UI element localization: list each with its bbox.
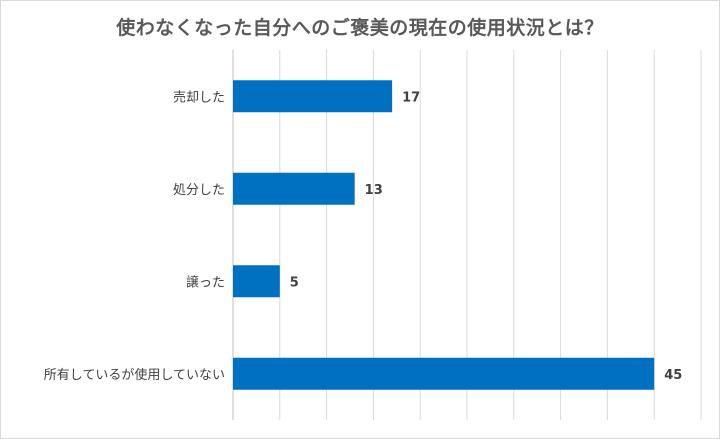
- value-label: 17: [402, 90, 420, 105]
- bar: [233, 357, 655, 390]
- category-label: 処分した: [173, 183, 225, 198]
- category-label: 売却した: [173, 89, 225, 105]
- value-label: 13: [365, 183, 383, 198]
- value-label: 45: [664, 368, 682, 383]
- chart-title: 使わなくなった自分へのご褒美の現在の使用状況とは？: [116, 17, 604, 39]
- bar: [233, 80, 393, 113]
- value-labels: 17 13 5 45: [290, 90, 682, 383]
- category-label: 所有しているが使用していない: [44, 367, 225, 383]
- bars: [233, 80, 655, 390]
- bar: [233, 172, 355, 205]
- value-label: 5: [290, 275, 299, 290]
- category-label: 譲った: [186, 274, 225, 290]
- bar: [233, 265, 280, 298]
